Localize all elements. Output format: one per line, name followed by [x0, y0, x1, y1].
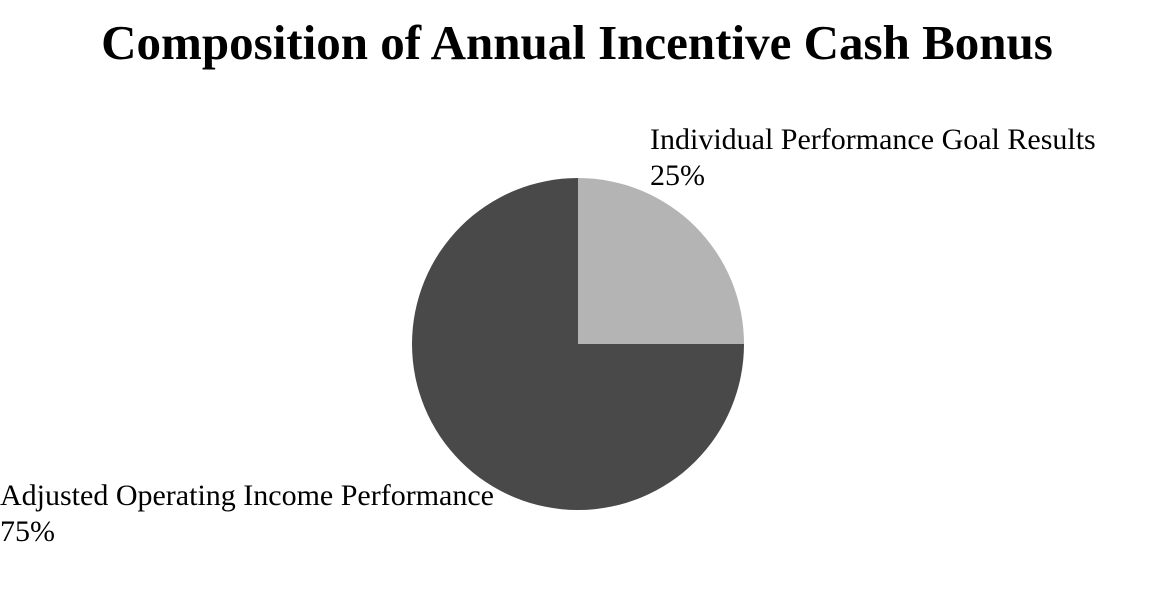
slice-percentage: 75%: [0, 515, 55, 548]
pie-slice-1: [412, 178, 744, 510]
slice-label-text: Adjusted Operating Income Performance: [0, 479, 494, 512]
pie-slice-0: [578, 178, 744, 344]
chart-title: Composition of Annual Incentive Cash Bon…: [101, 15, 1053, 70]
slice-label-individual-performance: Individual Performance Goal Results 25%: [650, 122, 1096, 194]
pie-chart: [412, 178, 744, 510]
slice-label-text: Individual Performance Goal Results: [650, 123, 1096, 156]
slice-label-adjusted-operating-income: Adjusted Operating Income Performance 75…: [0, 478, 494, 550]
slice-percentage: 25%: [650, 159, 705, 192]
